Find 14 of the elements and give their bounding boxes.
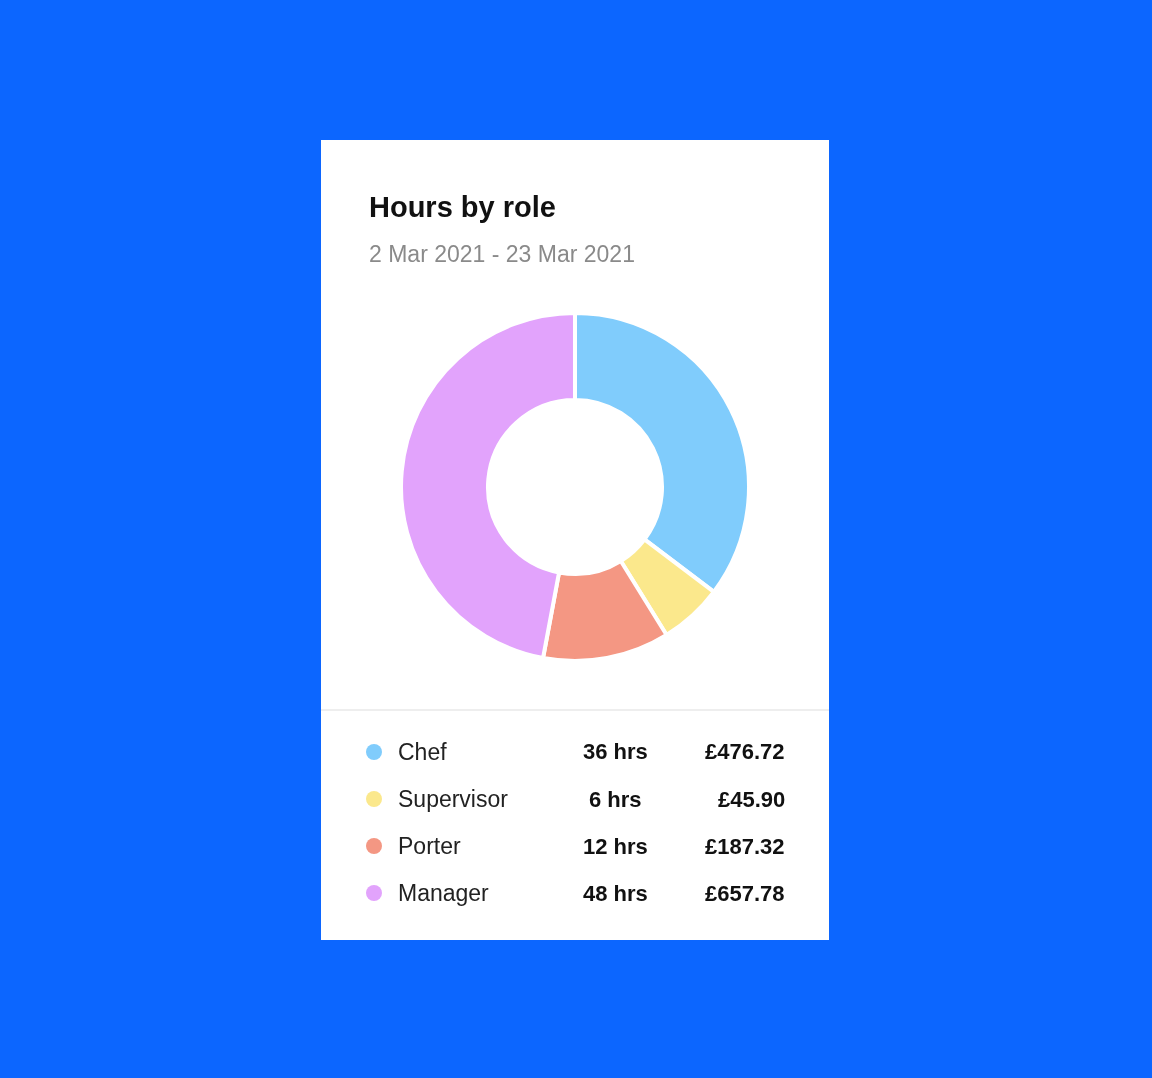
data-label: 12 hrs — [583, 834, 648, 859]
text: £657.78 — [705, 881, 785, 906]
data-label: 36 hrs — [583, 739, 648, 764]
data-label: 48 hrs — [583, 881, 648, 906]
data-label: 6 hrs — [589, 787, 642, 812]
text: £187.32 — [705, 834, 785, 859]
legend-label: Supervisor — [398, 786, 509, 812]
chart-title: Hours by role — [369, 191, 556, 223]
legend-label: Manager — [398, 880, 490, 906]
chart-subtitle: 2 Mar 2021 - 23 Mar 2021 — [369, 241, 635, 267]
legend-label: Porter — [398, 833, 461, 859]
legend-label: Chef — [398, 739, 448, 765]
text: £45.90 — [718, 787, 786, 812]
text: £476.72 — [705, 739, 785, 764]
